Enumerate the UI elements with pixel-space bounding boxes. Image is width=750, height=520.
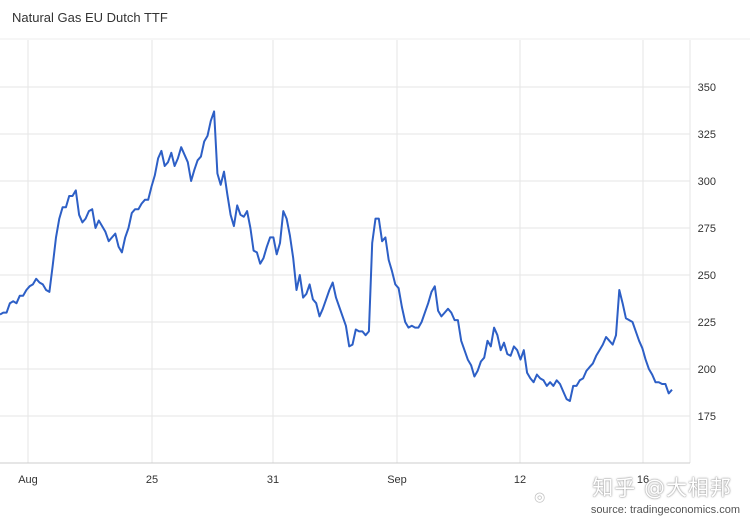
y-tick-label: 325 [698, 129, 716, 141]
x-tick-label: 31 [267, 474, 279, 486]
watermark: 知乎 @大相邦 [592, 476, 732, 500]
y-tick-label: 275 [698, 223, 716, 235]
y-tick-label: 300 [698, 176, 716, 188]
price-line [0, 110, 673, 402]
weibo-logo-icon: ◎ [534, 490, 546, 505]
y-tick-label: 250 [698, 270, 716, 282]
chart-title: Natural Gas EU Dutch TTF [12, 10, 168, 25]
x-tick-label: Sep [387, 474, 407, 486]
source-text: source: tradingeconomics.com [590, 504, 740, 516]
y-tick-label: 225 [698, 317, 716, 329]
y-tick-label: 350 [698, 82, 716, 94]
x-tick-label: 16 [637, 474, 649, 486]
x-tick-label: Aug [18, 474, 38, 486]
x-tick-label: 25 [146, 474, 158, 486]
y-tick-label: 200 [698, 364, 716, 376]
x-tick-label: 12 [514, 474, 526, 486]
y-tick-label: 175 [698, 411, 716, 423]
